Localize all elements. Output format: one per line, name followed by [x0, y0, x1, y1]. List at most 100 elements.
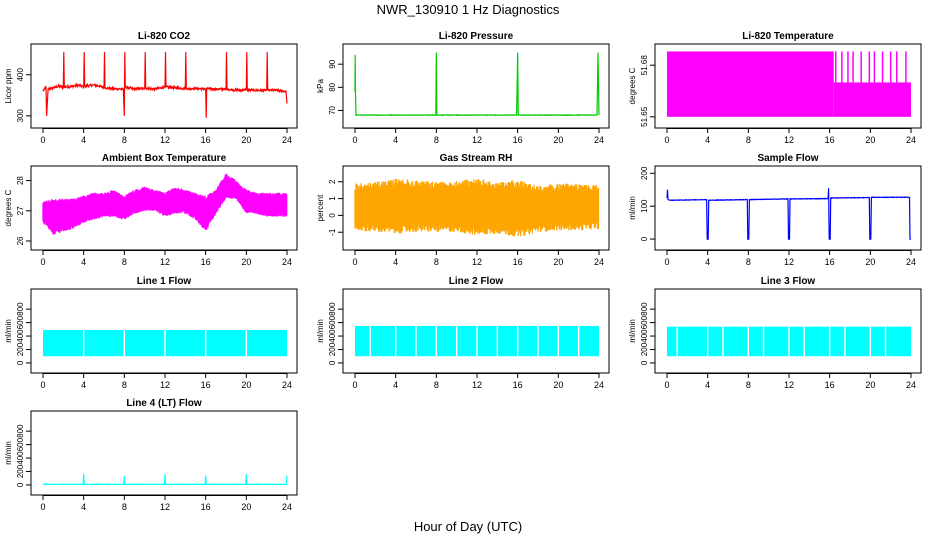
y-tick-label: 400	[16, 451, 25, 465]
plot-data	[42, 52, 288, 118]
x-tick-label: 24	[594, 257, 604, 267]
x-tick-label: 12	[160, 135, 170, 145]
y-tick-label: 300	[16, 109, 25, 123]
x-tick-label: 20	[553, 380, 563, 390]
x-tick-label: 20	[241, 502, 251, 512]
y-tick-label: 800	[16, 424, 25, 438]
panel-10: Line 4 (LT) Flow ml/min 0 4 8 12 16 20 24 0 200400…	[4, 398, 298, 512]
x-tick-label: 0	[352, 380, 357, 390]
x-tick-label: 12	[160, 257, 170, 267]
y-axis-label: percent	[316, 194, 325, 221]
x-tick-label: 8	[122, 502, 127, 512]
x-tick-label: 0	[352, 135, 357, 145]
y-axis-label: degrees C	[628, 67, 637, 104]
x-tick-label: 16	[825, 380, 835, 390]
x-tick-label: 24	[906, 257, 916, 267]
y-tick-label: 600	[16, 315, 25, 329]
x-tick-label: 16	[201, 502, 211, 512]
y-tick-label: 200	[640, 166, 649, 180]
x-tick-label: 12	[472, 257, 482, 267]
panel-title: Ambient Box Temperature	[102, 153, 227, 164]
y-tick-label: 0	[16, 482, 25, 487]
y-axis-label: kPa	[316, 79, 325, 93]
panel-title: Sample Flow	[757, 153, 818, 164]
x-tick-label: 16	[825, 257, 835, 267]
y-tick-label: 51.68	[640, 55, 649, 76]
x-tick-label: 24	[282, 502, 292, 512]
x-tick-label: 0	[664, 380, 669, 390]
y-tick-label: 26	[16, 236, 25, 245]
y-axis-label: ml/min	[4, 319, 13, 343]
x-tick-label: 0	[40, 502, 45, 512]
data-band	[667, 51, 834, 117]
panel-1: Li-820 CO2 Licor ppm 0 4 8 12 16 20 24 300 400	[4, 31, 298, 145]
y-tick-label: 800	[16, 302, 25, 316]
x-tick-label: 8	[746, 380, 751, 390]
x-tick-label: 4	[705, 135, 710, 145]
y-tick-label: 90	[328, 59, 337, 68]
panel-6: Sample Flow ml/min 0 4 8 12 16 20 24 0 100 200	[628, 153, 922, 267]
y-tick-label: 27	[16, 206, 25, 215]
x-tick-label: 12	[160, 502, 170, 512]
y-tick-label: 200	[328, 342, 337, 356]
panel-title: Gas Stream RH	[440, 153, 513, 164]
plot-data	[667, 326, 911, 357]
x-tick-label: 20	[865, 257, 875, 267]
x-tick-label: 4	[81, 502, 86, 512]
x-tick-label: 8	[434, 135, 439, 145]
page-title: NWR_130910 1 Hz Diagnostics	[376, 2, 560, 17]
x-tick-label: 20	[865, 135, 875, 145]
x-tick-label: 16	[513, 135, 523, 145]
x-tick-label: 0	[352, 257, 357, 267]
y-tick-label: 200	[16, 342, 25, 356]
y-tick-label: 400	[16, 329, 25, 343]
y-tick-label: 800	[640, 302, 649, 316]
panel-8: Line 2 Flow ml/min 0 4 8 12 16 20 24 0 20040060080…	[316, 276, 610, 390]
x-tick-label: 12	[784, 380, 794, 390]
x-tick-label: 20	[865, 380, 875, 390]
panel-title: Li-820 Temperature	[742, 31, 834, 42]
data-series-band	[354, 178, 600, 237]
x-tick-label: 12	[472, 380, 482, 390]
plot-data	[666, 188, 911, 240]
x-tick-label: 8	[122, 135, 127, 145]
x-tick-label: 20	[553, 257, 563, 267]
x-tick-label: 0	[40, 135, 45, 145]
x-tick-label: 24	[594, 380, 604, 390]
panel-title: Line 1 Flow	[137, 276, 192, 287]
panel-title: Li-820 Pressure	[439, 31, 514, 42]
plot-data	[667, 51, 911, 117]
x-tick-label: 8	[434, 380, 439, 390]
x-tick-label: 24	[282, 257, 292, 267]
x-tick-label: 4	[81, 257, 86, 267]
panel-3: Li-820 Temperature degrees C 0 4 8 12 16 20 24 51…	[628, 31, 922, 145]
data-series-line	[42, 474, 288, 486]
x-tick-label: 24	[282, 380, 292, 390]
x-tick-label: 16	[513, 380, 523, 390]
y-axis-label: ml/min	[4, 441, 13, 465]
x-tick-label: 4	[705, 380, 710, 390]
x-tick-label: 0	[664, 135, 669, 145]
y-axis-label: ml/min	[628, 319, 637, 343]
panel-title: Line 2 Flow	[449, 276, 504, 287]
x-tick-label: 0	[40, 257, 45, 267]
x-tick-label: 4	[393, 257, 398, 267]
panel-9: Line 3 Flow ml/min 0 4 8 12 16 20 24 0 20040060080…	[628, 276, 922, 390]
y-tick-label: 28	[16, 176, 25, 185]
y-axis-label: degrees C	[4, 189, 13, 226]
x-tick-label: 16	[201, 380, 211, 390]
y-tick-label: 0	[328, 213, 337, 218]
y-axis-label: ml/min	[628, 196, 637, 220]
x-tick-label: 8	[122, 257, 127, 267]
y-tick-label: 0	[640, 360, 649, 365]
x-tick-label: 8	[746, 257, 751, 267]
y-tick-label: 600	[640, 315, 649, 329]
panel-4: Ambient Box Temperature degrees C 0 4 8 12 16 2…	[4, 153, 298, 267]
panel-2: Li-820 Pressure kPa 0 4 8 12 16 20 24 70 80 90	[316, 31, 610, 145]
y-axis-label: ml/min	[316, 319, 325, 343]
x-tick-label: 4	[81, 135, 86, 145]
y-tick-label: 0	[16, 360, 25, 365]
x-tick-label: 0	[664, 257, 669, 267]
